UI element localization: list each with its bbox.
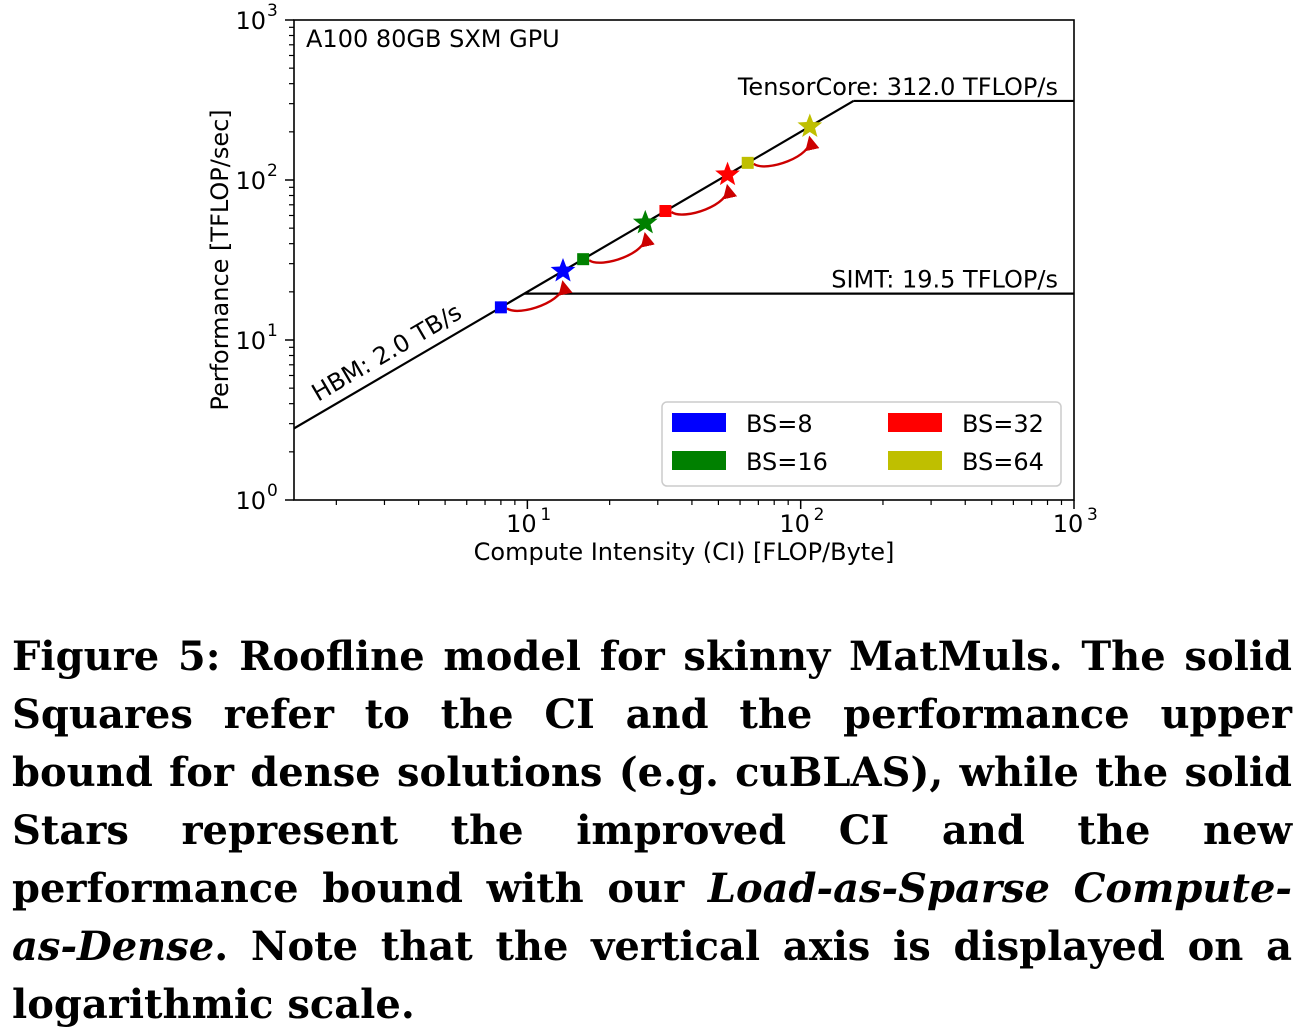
roofline-chart: TensorCore: 312.0 TFLOP/s SIMT: 19.5 TFLO… [206, 1, 1098, 566]
x-axis-label: Compute Intensity (CI) [FLOP/Byte] [474, 538, 895, 566]
dense-square-marker [741, 156, 754, 169]
y-axis-label: Performance [TFLOP/sec] [206, 109, 234, 410]
dense-square-marker [659, 205, 672, 218]
x-tick-exponent: 3 [1087, 505, 1098, 525]
caption-italic: Load-as-Sparse Compute-as-Dense [12, 865, 1293, 970]
y-tick-exponent: 0 [267, 481, 278, 501]
sparse-star-marker [632, 209, 658, 234]
legend-swatch [672, 451, 726, 470]
sparse-star-marker [797, 113, 823, 137]
y-tick-exponent: 1 [267, 321, 278, 341]
sparse-star-marker [715, 161, 740, 186]
figure-caption: Figure 5: Roofline model for skinny MatM… [12, 628, 1292, 1034]
legend-label: BS=8 [746, 410, 813, 438]
y-tick-exponent: 3 [267, 1, 278, 21]
roof-label-simt: SIMT: 19.5 TFLOP/s [831, 266, 1058, 294]
improvement-arrow [752, 135, 820, 168]
legend-label: BS=64 [962, 448, 1044, 476]
chart-title: A100 80GB SXM GPU [306, 25, 560, 53]
x-tick-exponent: 1 [540, 505, 551, 525]
improvement-arrow [670, 183, 738, 216]
improvement-arrow [506, 280, 573, 313]
caption-lead: Figure 5: Roofline model for skinny MatM… [12, 633, 1292, 912]
legend-swatch [888, 451, 942, 470]
improvement-arrow [588, 232, 655, 264]
dense-square-marker [577, 253, 590, 266]
y-tick-exponent: 2 [267, 161, 278, 181]
legend-label: BS=16 [746, 448, 828, 476]
x-tick-exponent: 2 [814, 505, 825, 525]
legend-swatch [888, 413, 942, 432]
x-tick-label: 10 [1053, 510, 1084, 538]
legend-box [661, 401, 1062, 487]
plot-frame [293, 19, 1075, 501]
x-tick-label: 10 [779, 510, 810, 538]
bandwidth-label: HBM: 2.0 TB/s [307, 298, 467, 407]
roof-label-tensorcore: TensorCore: 312.0 TFLOP/s [737, 73, 1058, 101]
legend-label: BS=32 [962, 410, 1044, 438]
y-tick-label: 10 [235, 487, 266, 515]
y-tick-label: 10 [235, 7, 266, 35]
y-tick-label: 10 [235, 327, 266, 355]
legend-swatch [672, 413, 726, 432]
y-tick-label: 10 [235, 167, 266, 195]
legend: BS=8 BS=16 BS=32 BS=64 [661, 401, 1062, 487]
x-tick-label: 10 [506, 510, 537, 538]
sparse-star-marker [550, 257, 576, 282]
bandwidth-roof-line [294, 99, 855, 430]
dense-square-marker [494, 301, 507, 314]
